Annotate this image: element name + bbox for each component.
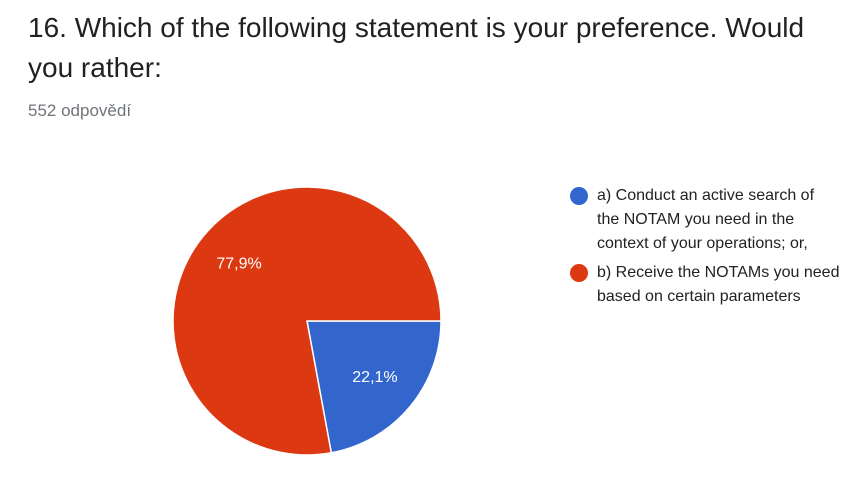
value-label: 22,1% (352, 369, 397, 386)
legend: a) Conduct an active search of the NOTAM… (570, 184, 840, 314)
chart-subtitle: 552 odpovědí (28, 101, 132, 120)
pie-slice (306, 320, 442, 454)
legend-marker (570, 264, 588, 282)
legend-marker (570, 187, 588, 205)
legend-item: a) Conduct an active search of the NOTAM… (570, 184, 840, 256)
pie-slice (172, 186, 442, 456)
chart-title: 16. Which of the following statement is … (28, 12, 805, 83)
value-label: 77,9% (216, 256, 261, 273)
legend-label: a) Conduct an active search of the NOTAM… (597, 187, 815, 252)
legend-label: b) Receive the NOTAMs you need based on … (597, 264, 840, 305)
legend-item: b) Receive the NOTAMs you need based on … (570, 261, 840, 309)
